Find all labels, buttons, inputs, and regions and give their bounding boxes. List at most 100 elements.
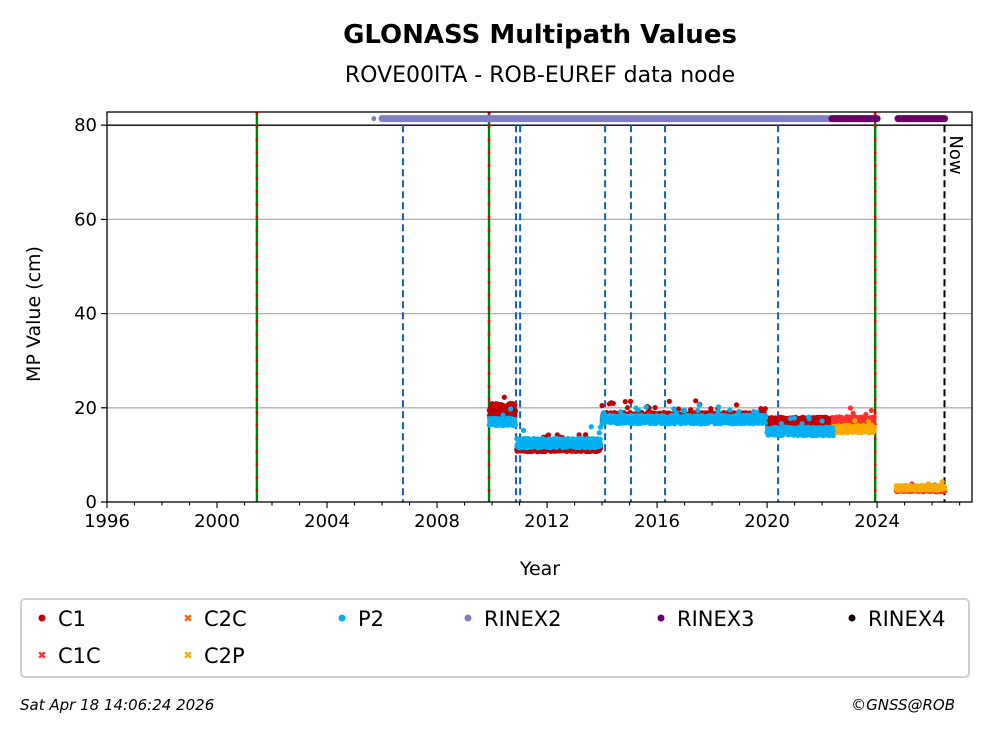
legend-item-p2: P2 bbox=[338, 607, 384, 631]
x-tick-label: 2020 bbox=[744, 511, 790, 532]
point-c2p bbox=[941, 486, 948, 492]
legend-item-c2p: ✖ C2P bbox=[183, 644, 244, 668]
point-c1 bbox=[501, 394, 507, 400]
plot-frame bbox=[106, 111, 973, 503]
x-tick-label: 2024 bbox=[854, 511, 900, 532]
y-tick-label: 40 bbox=[74, 304, 97, 325]
point-c1 bbox=[622, 398, 628, 405]
point-p2 bbox=[598, 442, 604, 448]
chart-title: GLONASS Multipath Values bbox=[343, 20, 737, 50]
point-c1 bbox=[610, 400, 616, 407]
point-p2 bbox=[596, 430, 602, 436]
legend-label: RINEX3 bbox=[677, 607, 755, 631]
point-p2 bbox=[500, 412, 506, 418]
point-p2 bbox=[682, 408, 688, 414]
point-c1 bbox=[666, 398, 672, 404]
legend-label: C2C bbox=[204, 607, 247, 631]
point-p2 bbox=[762, 420, 768, 426]
legend-marker-dot-icon bbox=[464, 614, 472, 622]
legend-label: P2 bbox=[358, 607, 384, 631]
legend-item-c1c: ✖ C1C bbox=[37, 644, 100, 668]
legend-item-rinex2: RINEX2 bbox=[464, 607, 562, 631]
point-c1 bbox=[627, 398, 634, 404]
legend-label: C1C bbox=[58, 644, 101, 668]
x-tick-label: 2004 bbox=[304, 511, 350, 532]
legend-item-c1: C1 bbox=[38, 607, 86, 631]
band-rinex2 bbox=[371, 116, 377, 122]
y-tick-label: 60 bbox=[74, 209, 97, 230]
point-p2 bbox=[736, 409, 742, 415]
x-tick-label: 1996 bbox=[84, 511, 130, 532]
point-c2p bbox=[871, 424, 877, 430]
y-tick-label: 80 bbox=[74, 115, 97, 136]
x-tick-label: 2016 bbox=[634, 511, 680, 532]
point-p2 bbox=[512, 422, 519, 428]
point-c2p bbox=[939, 479, 945, 485]
legend-marker-dot-icon bbox=[338, 614, 346, 622]
point-p2 bbox=[588, 424, 594, 430]
legend-marker-x-icon: ✖ bbox=[183, 649, 192, 662]
point-c1 bbox=[693, 398, 699, 404]
x-tick-label: 2008 bbox=[414, 511, 460, 532]
point-p2 bbox=[635, 407, 641, 413]
y-tick-label: 20 bbox=[74, 398, 97, 419]
legend-item-rinex3: RINEX3 bbox=[657, 607, 755, 631]
point-c1 bbox=[512, 408, 519, 415]
legend-item-c2c: ✖ C2C bbox=[183, 607, 246, 631]
point-c1 bbox=[512, 401, 518, 408]
legend-label: RINEX4 bbox=[868, 607, 946, 631]
point-p2 bbox=[830, 432, 836, 439]
x-tick-label: 2000 bbox=[194, 511, 240, 532]
legend-label: C1 bbox=[58, 607, 86, 631]
point-p2 bbox=[643, 404, 649, 410]
point-p2 bbox=[727, 407, 733, 413]
point-p2 bbox=[520, 427, 527, 433]
point-p2 bbox=[787, 416, 793, 422]
x-axis-ticks: 1996 2000 2004 2008 2012 2016 2020 2024 bbox=[84, 502, 961, 532]
point-p2 bbox=[715, 408, 721, 415]
legend-marker-x-icon: ✖ bbox=[183, 612, 192, 625]
legend-frame bbox=[20, 598, 970, 678]
point-p2 bbox=[695, 408, 701, 414]
y-tick-label: 0 bbox=[86, 492, 97, 513]
legend-marker-x-icon: ✖ bbox=[37, 649, 46, 662]
legend-marker-dot-icon bbox=[848, 614, 856, 622]
legend-label: RINEX2 bbox=[484, 607, 562, 631]
point-p2 bbox=[830, 428, 836, 434]
point-p2 bbox=[671, 406, 677, 412]
y-axis-label: MP Value (cm) bbox=[23, 246, 45, 382]
point-c1 bbox=[762, 406, 768, 412]
point-c1 bbox=[708, 406, 714, 412]
point-p2 bbox=[715, 404, 722, 410]
point-p2 bbox=[618, 409, 624, 415]
point-c1 bbox=[582, 432, 589, 438]
point-p2 bbox=[778, 421, 784, 427]
point-c1 bbox=[545, 432, 552, 438]
point-c1c bbox=[871, 414, 877, 420]
point-c1 bbox=[652, 405, 658, 411]
point-p2 bbox=[819, 418, 825, 424]
legend: C1 ✖ C2C P2 RINEX2 RINEX3 RINEX4 ✖ C1C ✖ C2P bbox=[20, 598, 970, 678]
point-c1 bbox=[599, 403, 605, 409]
legend-item-rinex4: RINEX4 bbox=[848, 607, 946, 631]
x-tick-label: 2012 bbox=[524, 511, 570, 532]
grid-lines bbox=[107, 124, 972, 409]
chart-subtitle: ROVE00ITA - ROB-EUREF data node bbox=[345, 63, 735, 88]
point-c1 bbox=[733, 402, 740, 408]
point-p2 bbox=[791, 415, 798, 421]
data-points bbox=[371, 115, 948, 495]
point-c2p bbox=[852, 418, 858, 424]
point-p2 bbox=[806, 416, 813, 422]
point-p2 bbox=[763, 413, 769, 419]
y-axis-ticks: 0 20 40 60 80 bbox=[74, 115, 107, 513]
point-p2 bbox=[507, 406, 514, 412]
point-c2p bbox=[865, 418, 871, 425]
point-c1c bbox=[868, 407, 874, 414]
credit: ©GNSS@ROB bbox=[851, 696, 955, 714]
point-c1c bbox=[847, 405, 853, 411]
timestamp: Sat Apr 18 14:06:24 2026 bbox=[20, 696, 214, 714]
point-p2 bbox=[696, 402, 702, 408]
legend-label: C2P bbox=[204, 644, 245, 668]
point-p2 bbox=[597, 436, 603, 442]
